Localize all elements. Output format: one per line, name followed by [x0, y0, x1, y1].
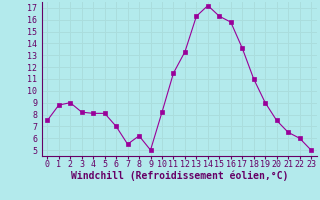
- X-axis label: Windchill (Refroidissement éolien,°C): Windchill (Refroidissement éolien,°C): [70, 171, 288, 181]
